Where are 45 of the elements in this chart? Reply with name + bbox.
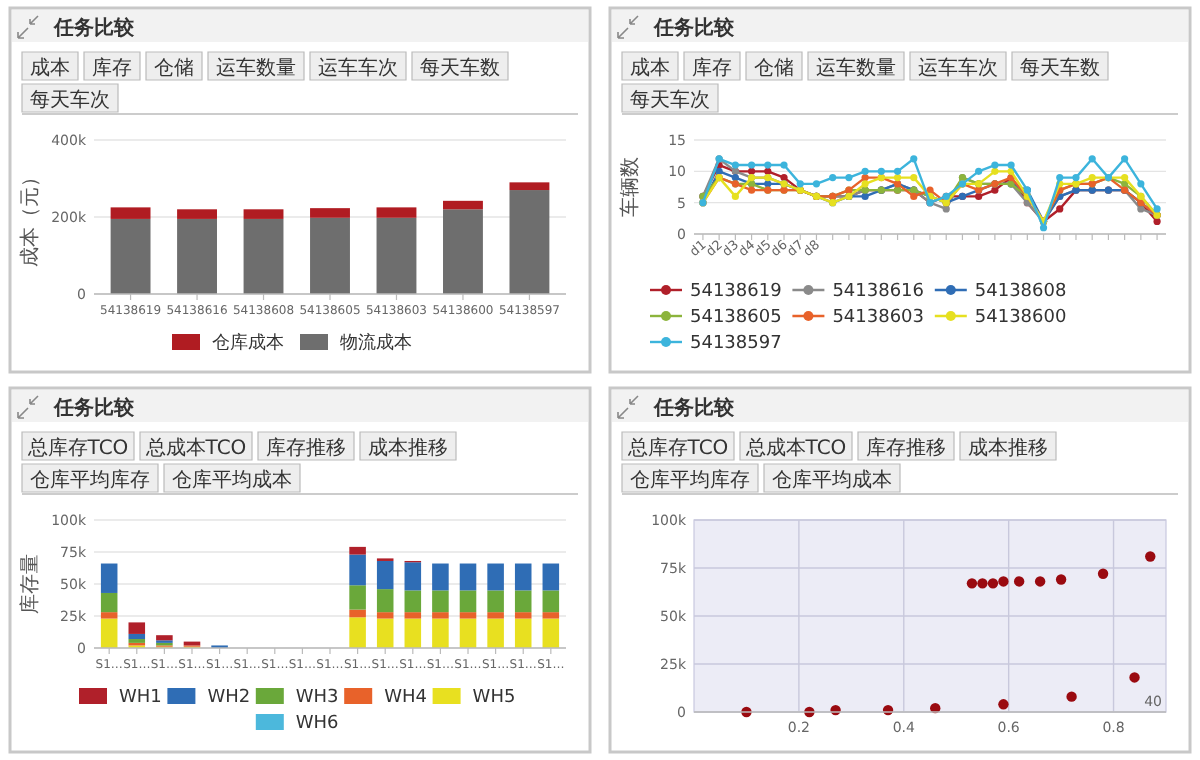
legend-label: 仓库成本 — [212, 332, 284, 354]
text: 仓库平均库存 — [30, 468, 150, 492]
text: 仓储 — [754, 56, 794, 80]
legend-label: WH6 — [295, 714, 340, 734]
chart-title: 任务比较 — [52, 396, 136, 420]
text: 总库存TCO — [625, 436, 729, 460]
legend-label: 54138616 — [832, 282, 925, 302]
text: 仓库平均库存 — [630, 468, 750, 492]
text: 运车车次 — [918, 56, 998, 80]
text: 每天车次 — [630, 88, 710, 112]
legend-label: WH2 — [207, 688, 251, 708]
text: 库存推移 — [866, 436, 946, 460]
text: 成本 — [30, 56, 70, 80]
text: 成本推移 — [968, 436, 1048, 460]
legend-label: 54138597 — [690, 334, 782, 354]
legend-label: 物流成本 — [340, 332, 412, 354]
text: 仓库平均成本 — [172, 468, 292, 492]
text: 每天车数 — [1020, 56, 1100, 80]
text: 总成本TCO — [743, 436, 847, 460]
y-axis-title: 车辆数 — [618, 157, 642, 217]
text: 总库存TCO — [25, 436, 129, 460]
text: 成本推移 — [368, 436, 448, 460]
text: 每天车数 — [420, 56, 500, 80]
text: 总成本TCO — [143, 436, 247, 460]
chart-title: 任务比较 — [652, 16, 736, 40]
legend-label: WH1 — [119, 688, 162, 708]
text: 库存 — [92, 56, 132, 80]
legend-label: WH3 — [295, 688, 339, 708]
text: 库存推移 — [266, 436, 346, 460]
y-axis-title: 成本（元） — [18, 167, 42, 267]
legend-label: 54138619 — [690, 282, 783, 302]
text: 库存 — [692, 56, 732, 80]
text: 运车数量 — [816, 56, 896, 80]
legend-label: WH5 — [472, 688, 516, 708]
chart-title: 任务比较 — [52, 16, 136, 40]
text: 每天车次 — [30, 88, 110, 112]
chart-title: 任务比较 — [652, 396, 736, 420]
text: 运车数量 — [216, 56, 296, 80]
text: 运车车次 — [318, 56, 398, 80]
text: 仓储 — [154, 56, 194, 80]
legend-label: 54138608 — [974, 282, 1067, 302]
text: 成本 — [630, 56, 670, 80]
legend-label: WH4 — [384, 688, 428, 708]
y-axis-title: 库存量 — [18, 554, 42, 614]
text: 仓库平均成本 — [772, 468, 892, 492]
